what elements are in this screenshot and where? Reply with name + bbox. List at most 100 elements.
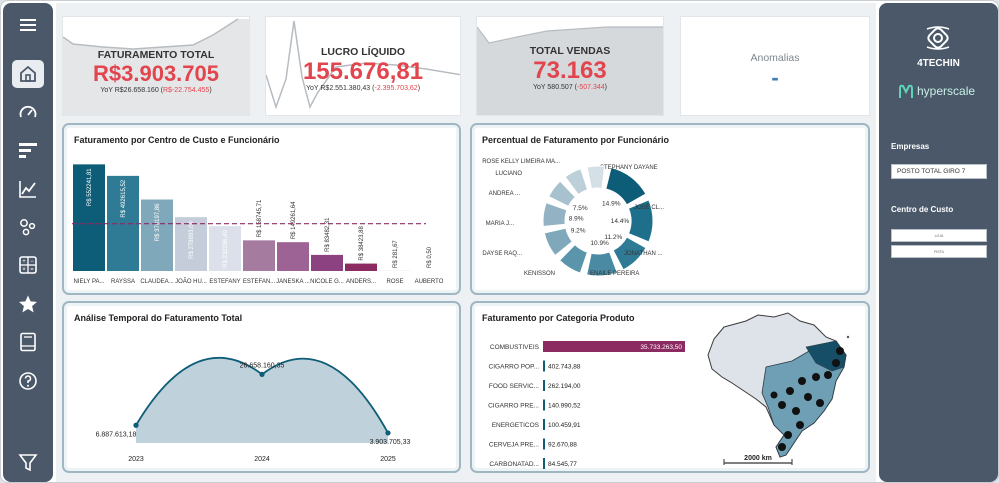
donut-slice-0[interactable] [605,167,647,206]
card-title: Faturamento por Categoria Produto [482,313,635,323]
brand-name: 4TECHIN [917,58,960,69]
donut-percent-label-2: 11.2% [604,234,622,241]
kpi-faturamento-value: R$3.903.705 [93,61,219,86]
bar-6[interactable] [277,242,309,271]
category-bar-1[interactable] [543,360,545,372]
bar-0[interactable] [73,164,105,271]
category-value-label-4: 100.459,91 [548,422,581,429]
bar-3[interactable] [175,217,207,271]
centro-custo-option-pista[interactable]: PISTA [891,245,987,258]
donut-name-label-8: LUCIANO [495,171,522,177]
bar-list-icon[interactable] [12,137,44,165]
book-icon[interactable] [12,328,44,356]
category-bar-3[interactable] [543,399,545,411]
bar-value-label-7: R$ 83482,31 [325,217,331,252]
donut-slice-1[interactable] [627,199,654,243]
category-label-0: COMBUSTIVEIS [490,344,540,351]
gauge-icon[interactable] [12,99,44,127]
area-fill [136,357,388,443]
donut-name-label-2: JONATHAN ... [624,251,663,257]
area-x-label-2: 2025 [380,456,396,463]
brazil-map[interactable]: 2000 km [696,307,866,467]
home-icon[interactable] [12,60,44,88]
category-bar-2[interactable] [543,380,545,391]
area-x-label-0: 2023 [128,456,144,463]
area-point-0[interactable] [133,422,139,428]
bar-category-label-0: NIELY PA... [73,279,104,285]
kpi-vendas-title: TOTAL VENDAS [529,45,611,57]
category-bar-6[interactable] [543,458,545,469]
bar-2[interactable] [141,199,173,271]
area-point-1[interactable] [259,371,265,377]
svg-text:−: − [30,259,34,265]
donut-percent-label-5: 9.2% [571,228,586,235]
category-label-6: CARBONATAD... [489,461,539,468]
centro-custo-label: Centro de Custo [891,205,954,214]
analise-temporal-chart: 6.887.613,18 2023 26.658.160,35 2024 3.903.7… [96,357,411,463]
donut-slice-7[interactable] [548,180,576,207]
line-chart-icon[interactable] [12,175,44,203]
donut-slice-3[interactable] [586,251,618,277]
card-analise-temporal: Análise Temporal do Faturamento Total 6.… [62,301,461,473]
empresa-select[interactable]: POSTO TOTAL GIRO 7 [891,164,987,179]
category-bar-4[interactable] [543,419,545,430]
bar-value-label-0: R$ 552241,81 [87,168,93,206]
kpi-faturamento-yoy: YoY R$26.658.160 (R$-22.754.455) [100,87,212,94]
bar-5[interactable] [243,240,275,271]
donut-slice-6[interactable] [542,202,568,227]
left-navigation: + − × = [3,3,53,482]
category-value-label-0: 35.733.263,50 [640,344,682,351]
bar-category-label-2: CLAUDEA... [140,279,174,285]
kpi-anomalias-title: Anomalias [750,52,800,64]
donut-slice-5[interactable] [543,227,573,256]
bar-value-label-9: R$ 281,67 [393,240,399,268]
kpi-vendas-card[interactable]: TOTAL VENDAS 73.163 YoY 580.507 (-507.34… [476,16,664,116]
bar-value-label-6: R$ 149261,64 [291,201,297,239]
area-value-label-0: 6.887.613,18 [96,431,137,438]
kpi-faturamento-card[interactable]: FATURAMENTO TOTAL R$3.903.705 YoY R$26.6… [62,16,250,116]
donut-slice-8[interactable] [564,168,589,196]
category-bar-5[interactable] [543,438,545,450]
main-content: FATURAMENTO TOTAL R$3.903.705 YoY R$26.6… [56,3,876,482]
4techin-logo-icon [926,26,950,50]
card-categoria-produto: Faturamento por Categoria Produto COMBUS… [470,301,870,473]
card-faturamento-centro-custo: Faturamento por Centro de Custo e Funcio… [62,123,461,295]
donut-name-label-1: JOSÉ CL... [634,204,664,211]
donut-slice-9[interactable] [586,165,606,190]
category-bar-0[interactable] [543,341,685,352]
star-icon[interactable] [12,290,44,318]
bar-category-label-7: NICOLE G... [310,279,344,285]
donut-percent-label-1: 14.4% [611,218,630,225]
partner-name: hyperscale [917,84,976,98]
kpi-lucro-card[interactable]: LUCRO LÍQUIDO 155.676,81 YoY R$2.551.380… [265,16,461,116]
calculator-icon[interactable]: + − × = [12,251,44,279]
category-value-label-6: 84.545,77 [548,461,577,468]
help-icon[interactable] [12,367,44,395]
bar-7[interactable] [311,254,343,271]
kpi-anomalias-card[interactable]: Anomalias - [680,16,870,116]
bar-value-label-3: R$ 278893,09 [189,220,195,258]
donut-slice-4[interactable] [559,244,588,274]
hyperscale-logo-icon [899,84,913,98]
bar-value-label-8: R$ 38423,88 [359,226,365,261]
bar-value-label-1: R$ 492615,52 [121,179,127,217]
bar-4[interactable] [209,226,241,271]
bar-value-label-4: R$ 232296,40 [223,229,229,267]
donut-percent-label-3: 10.9% [590,240,609,247]
card-title: Análise Temporal do Faturamento Total [74,313,243,323]
donut-slice-2[interactable] [612,236,647,271]
category-label-2: FOOD SERVIC... [489,383,539,390]
filter-icon[interactable] [12,449,44,477]
category-value-label-1: 402.743,88 [548,364,581,371]
percentual-funcionario-chart: 14.9% STEPHANY DAYANE 14.4% JOSÉ CL... 11.2%… [482,159,664,277]
menu-icon[interactable] [12,11,44,39]
bar-value-label-5: R$ 158745,71 [257,199,263,237]
bar-value-label-2: R$ 370197,86 [155,203,161,241]
kpi-anomalias-value: - [771,65,779,90]
donut-name-label-3: ENAILE PEREIRA [590,271,639,277]
area-point-2[interactable] [385,430,391,436]
centro-custo-option-loja[interactable]: LOJA [891,229,987,242]
scatter-icon[interactable] [12,213,44,241]
bar-8[interactable] [345,263,377,271]
